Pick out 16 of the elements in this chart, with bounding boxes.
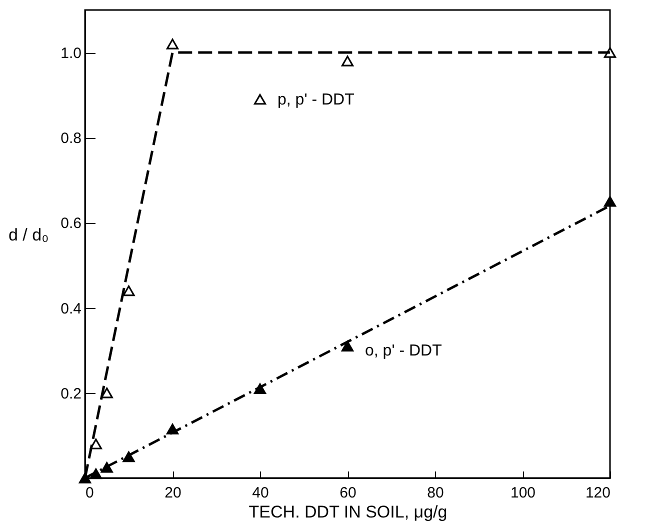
x-tick-label: 40	[252, 484, 269, 502]
x-tick-label: 60	[340, 484, 356, 502]
series-label: o, p' - DDT	[365, 342, 442, 360]
x-axis-title: TECH. DDT IN SOIL, μg/g	[248, 502, 448, 522]
y-tick-label: 0.4	[60, 300, 82, 318]
x-tick-label: 120	[585, 484, 610, 502]
y-tick-label: 0.2	[60, 385, 82, 402]
y-tick-label: 0.6	[60, 215, 82, 232]
x-tick-label: 20	[164, 484, 182, 502]
y-tick-label: 0.8	[60, 130, 82, 148]
x-tick-label: 0	[86, 484, 94, 502]
series-label: p, p' - DDT	[278, 91, 355, 108]
x-tick-label: 80	[427, 484, 444, 502]
y-tick-label: 1.0	[60, 45, 82, 62]
y-axis-title: d / d₀	[8, 226, 49, 244]
x-tick-label: 100	[510, 484, 536, 502]
